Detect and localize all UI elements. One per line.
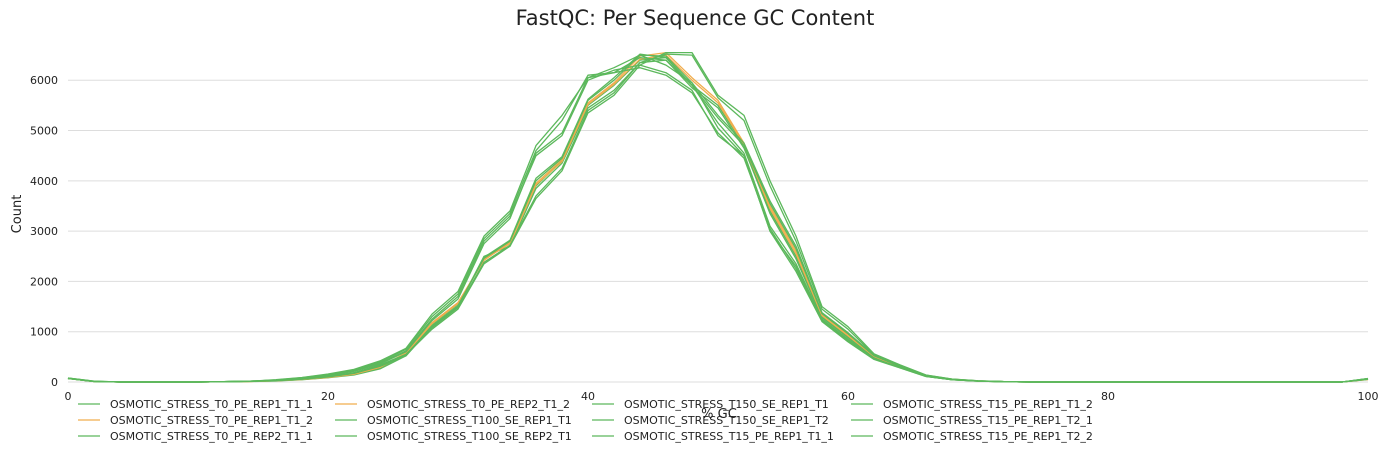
series-line	[67, 64, 1369, 383]
y-tick-label: 4000	[30, 175, 58, 188]
legend-entry[interactable]: OSMOTIC_STRESS_T0_PE_REP2_T1_2	[367, 398, 570, 411]
x-tick-label: 80	[1101, 390, 1115, 403]
series-line	[67, 51, 1369, 383]
legend-entry[interactable]: OSMOTIC_STRESS_T15_PE_REP1_T2_2	[883, 430, 1093, 443]
legend-entry[interactable]: OSMOTIC_STRESS_T100_SE_REP2_T1	[367, 430, 572, 443]
series-line	[67, 54, 1369, 383]
series-line	[67, 51, 1369, 383]
y-axis-label: Count	[10, 195, 25, 234]
series-line	[67, 56, 1369, 383]
x-tick-label: 0	[65, 390, 72, 403]
series-line	[67, 54, 1369, 383]
grid-lines	[68, 79, 1368, 383]
y-tick-label: 1000	[30, 326, 58, 339]
x-tick-label: 60	[841, 390, 855, 403]
chart-title: FastQC: Per Sequence GC Content	[515, 6, 875, 30]
series-line	[67, 53, 1369, 383]
y-tick-label: 2000	[30, 275, 58, 288]
series-lines	[67, 51, 1369, 383]
legend-entry[interactable]: OSMOTIC_STRESS_T15_PE_REP1_T1_1	[624, 430, 834, 443]
legend-entry[interactable]: OSMOTIC_STRESS_T0_PE_REP1_T1_2	[110, 414, 313, 427]
legend-entry[interactable]: OSMOTIC_STRESS_T0_PE_REP2_T1_1	[110, 430, 313, 443]
legend-entry[interactable]: OSMOTIC_STRESS_T150_SE_REP1_T2	[624, 414, 829, 427]
x-tick-label: 20	[321, 390, 335, 403]
series-line	[67, 54, 1369, 383]
y-tick-label: 3000	[30, 225, 58, 238]
legend-entry[interactable]: OSMOTIC_STRESS_T15_PE_REP1_T1_2	[883, 398, 1093, 411]
legend-entry[interactable]: OSMOTIC_STRESS_T15_PE_REP1_T2_1	[883, 414, 1093, 427]
legend-entry[interactable]: OSMOTIC_STRESS_T150_SE_REP1_T1	[624, 398, 829, 411]
legend-entry[interactable]: OSMOTIC_STRESS_T0_PE_REP1_T1_1	[110, 398, 313, 411]
y-tick-label: 6000	[30, 74, 58, 87]
legend: OSMOTIC_STRESS_T0_PE_REP1_T1_1 OSMOTIC_ST…	[78, 398, 1093, 443]
x-tick-label: 100	[1358, 390, 1379, 403]
axis-ticks: 0 1000 2000 3000 4000 5000 6000 0 20 40 60 80 100	[30, 74, 1379, 403]
y-tick-label: 5000	[30, 125, 58, 138]
x-axis-label: % GC	[701, 407, 737, 422]
y-tick-label: 0	[51, 376, 58, 389]
series-line	[67, 59, 1369, 383]
x-tick-label: 40	[581, 390, 595, 403]
legend-entry[interactable]: OSMOTIC_STRESS_T100_SE_REP1_T1	[367, 414, 572, 427]
